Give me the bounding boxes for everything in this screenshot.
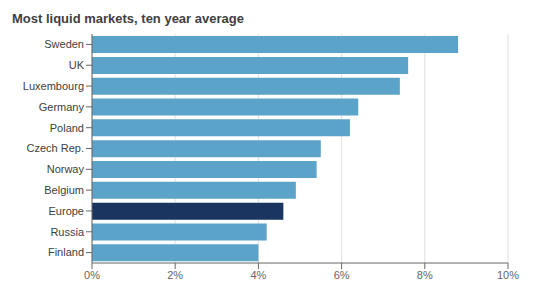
svg-text:Norway: Norway: [47, 163, 85, 175]
svg-text:8%: 8%: [417, 269, 433, 281]
svg-text:UK: UK: [69, 59, 85, 71]
svg-text:Czech Rep.: Czech Rep.: [27, 142, 84, 154]
svg-text:2%: 2%: [167, 269, 183, 281]
svg-text:Europe: Europe: [49, 205, 84, 217]
svg-text:10%: 10%: [497, 269, 519, 281]
svg-text:Russia: Russia: [50, 226, 85, 238]
svg-text:Sweden: Sweden: [44, 38, 84, 50]
html-text:Most liquid markets, ten year: Most liquid markets, ten year average: [12, 11, 244, 26]
svg-text:4%: 4%: [250, 269, 266, 281]
svg-text:6%: 6%: [334, 269, 350, 281]
svg-text:Finland: Finland: [48, 246, 84, 258]
svg-text:Luxembourg: Luxembourg: [23, 80, 84, 92]
svg-text:Belgium: Belgium: [44, 184, 84, 196]
svg-text:Germany: Germany: [39, 101, 85, 113]
svg-text:0%: 0%: [84, 269, 100, 281]
svg-text:Poland: Poland: [50, 122, 84, 134]
